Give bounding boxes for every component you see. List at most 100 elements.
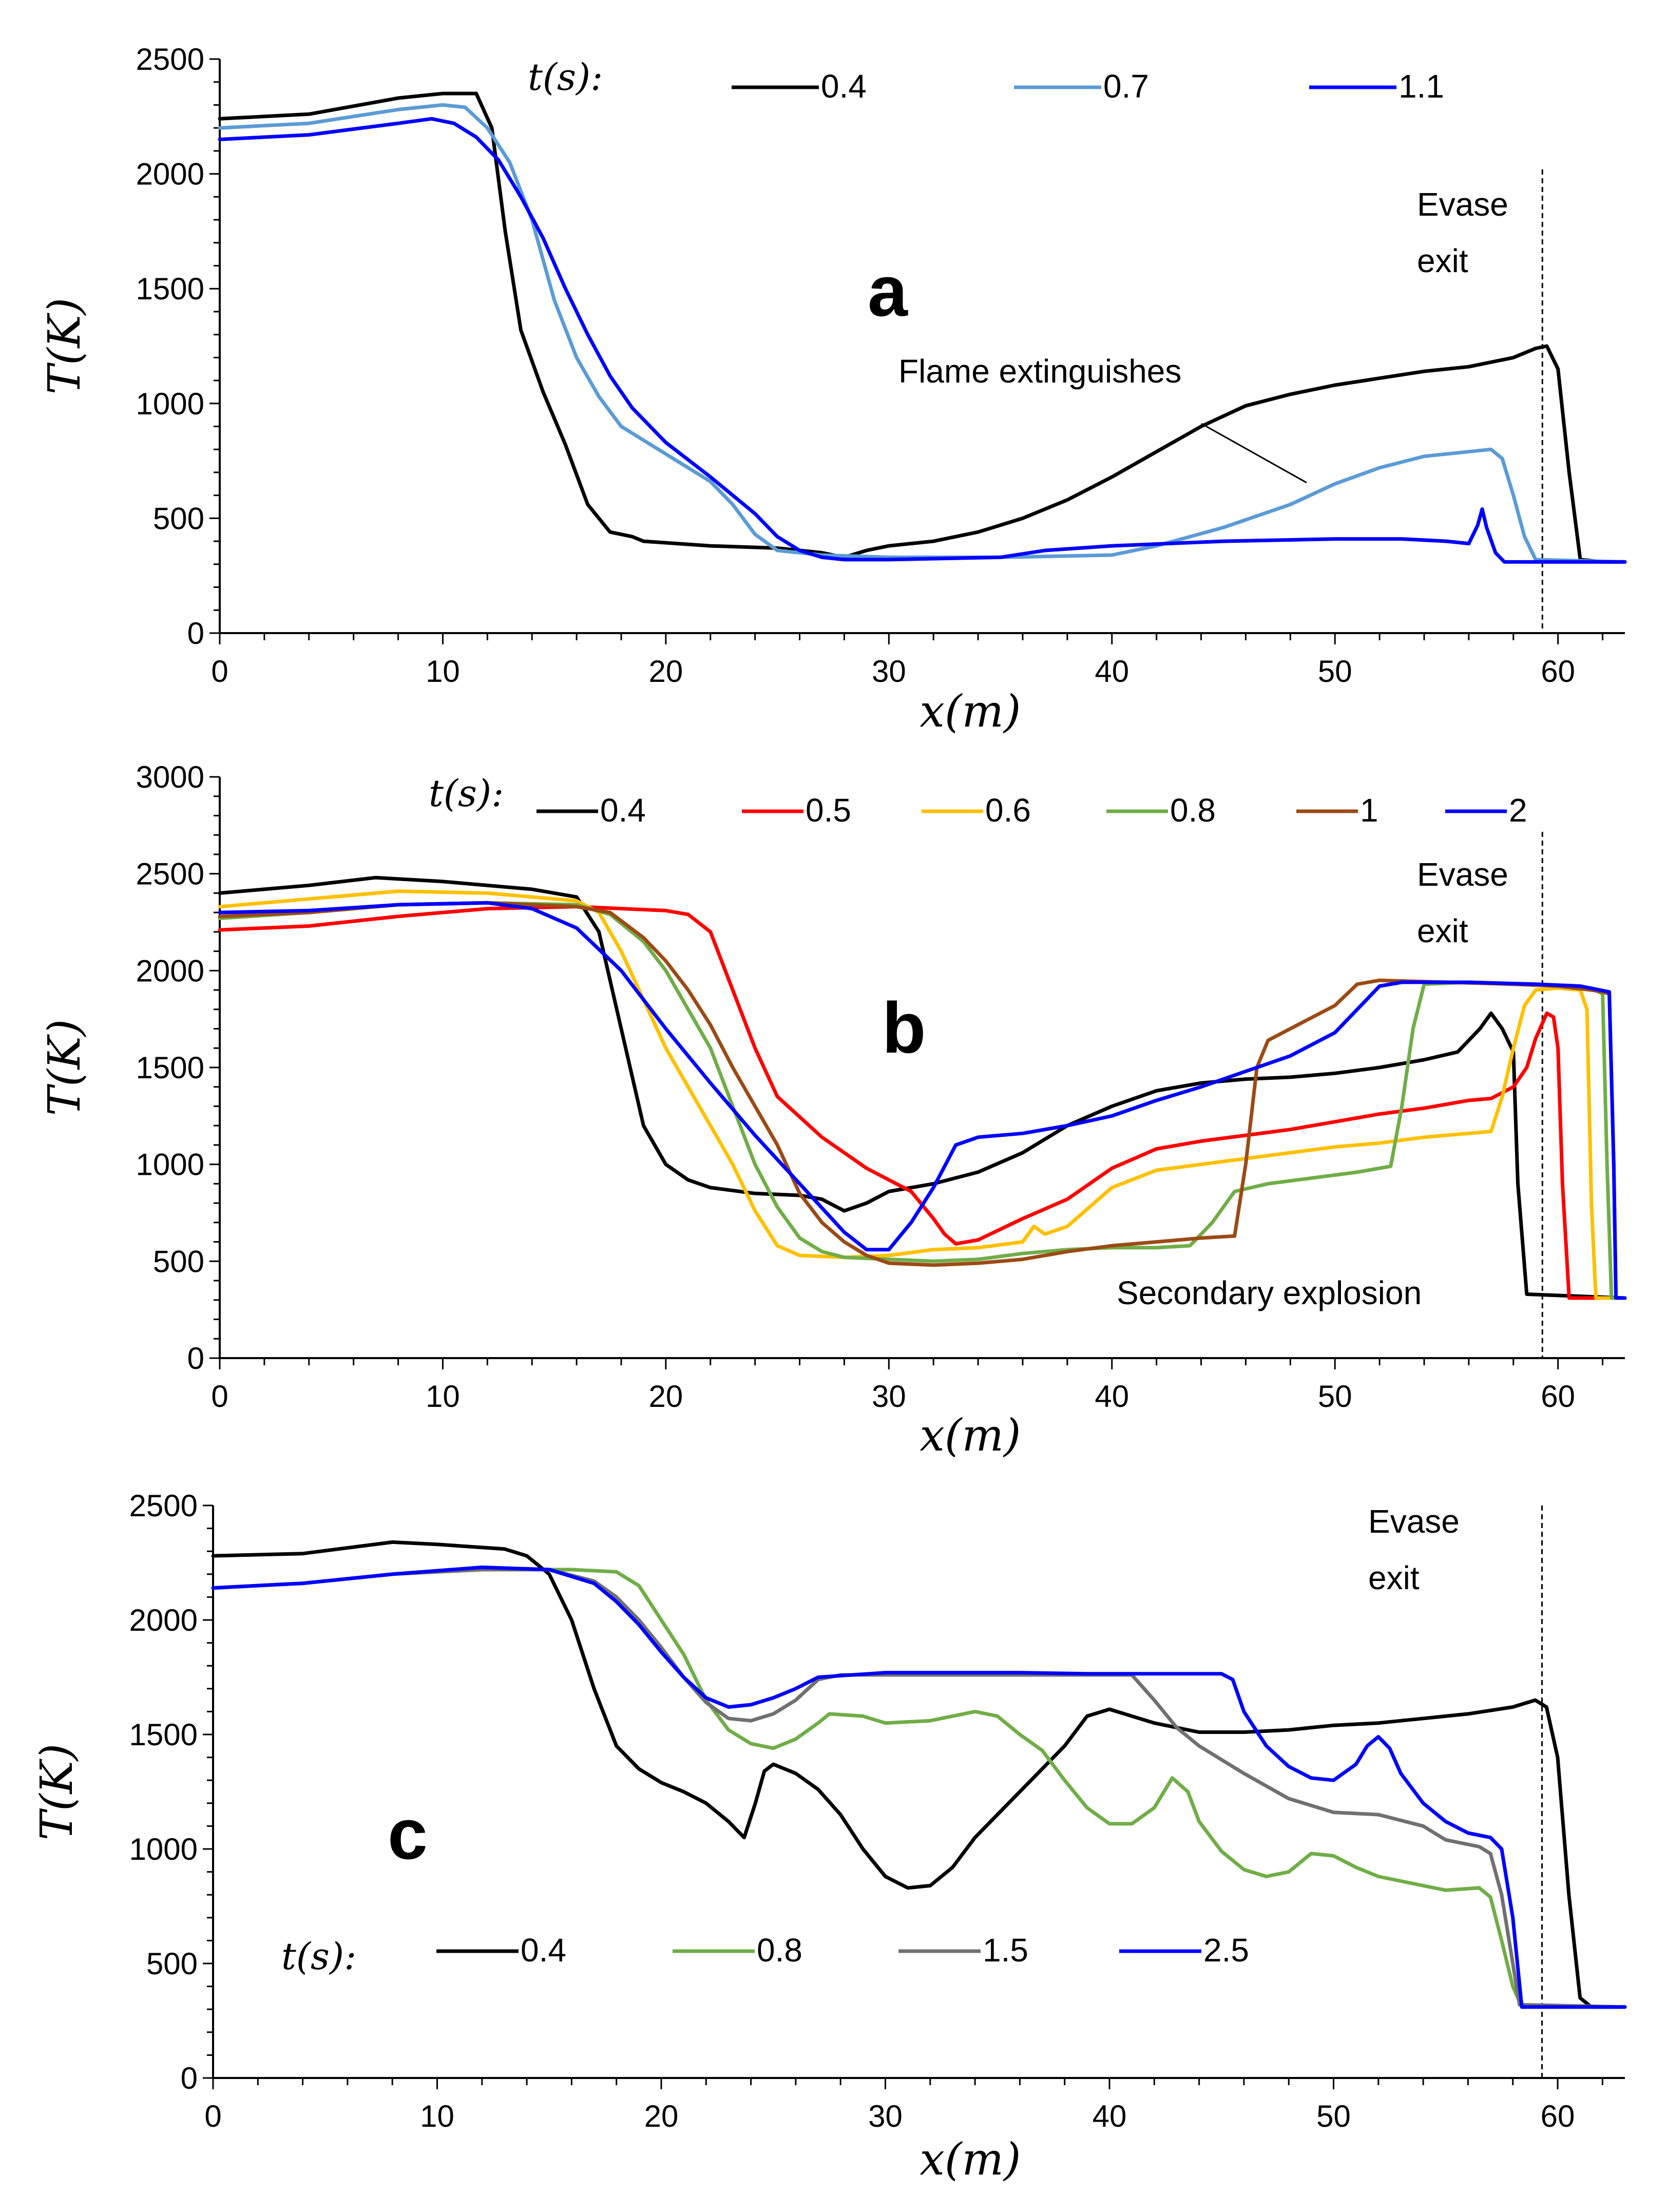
panel-a-evase-text-2: exit <box>1417 242 1468 279</box>
panel-a-letter: a <box>868 251 908 331</box>
y-tick-label: 1500 <box>136 1051 204 1085</box>
legend-label-0_4: 0.4 <box>600 792 646 829</box>
legend-label-0_4: 0.4 <box>521 1932 566 1969</box>
panel-a-tick-labels: 0 500 1000 1500 2000 2500 0 10 20 30 40 50 60 <box>136 42 1576 689</box>
panel-b-evase-text-2: exit <box>1417 912 1468 949</box>
y-tick-label: 1000 <box>136 387 204 421</box>
panel-c-evase-text-2: exit <box>1368 1559 1420 1596</box>
panel-a-series <box>218 91 1627 564</box>
series-line-0_7 <box>218 103 1627 564</box>
panel-b-x-title: x(m) <box>919 1410 1021 1461</box>
legend-label-0_8: 0.8 <box>757 1932 802 1969</box>
x-tick-label: 60 <box>1541 1379 1575 1414</box>
y-tick-label: 1500 <box>136 272 204 306</box>
panel-c-legend: 0.4 0.8 1.5 2.5 <box>436 1932 1249 1969</box>
panel-c-letter: c <box>388 1794 428 1874</box>
y-tick-label: 0 <box>187 616 204 651</box>
legend-label-0_6: 0.6 <box>985 792 1031 829</box>
panel-c: 0 500 1000 1500 2000 2500 0 10 20 30 40 50 60 x(m) T… <box>31 1489 1627 2185</box>
y-tick-label: 1000 <box>129 1832 198 1866</box>
x-tick-label: 30 <box>868 2099 903 2133</box>
panel-a-x-title: x(m) <box>919 686 1021 737</box>
panel-b: 0 500 1000 1500 2000 2500 3000 0 10 20 30 40 50 60 x(… <box>39 760 1627 1461</box>
panel-c-legend-title: t(s): <box>281 1935 356 1978</box>
x-tick-label: 10 <box>426 1379 460 1414</box>
panel-a-legend-title: t(s): <box>528 55 603 99</box>
panel-c-x-title: x(m) <box>919 2134 1021 2185</box>
x-tick-label: 10 <box>426 654 460 689</box>
panel-c-y-title: T(K) <box>31 1744 83 1841</box>
y-tick-label: 2500 <box>129 1489 198 1523</box>
panel-c-evase-text-1: Evase <box>1368 1503 1460 1540</box>
x-tick-label: 50 <box>1316 2099 1351 2133</box>
x-tick-label: 10 <box>420 2099 454 2133</box>
series-line-0_4 <box>218 875 1627 1300</box>
legend-label-1_1: 1.1 <box>1398 68 1444 105</box>
y-tick-label: 1000 <box>136 1148 204 1182</box>
y-tick-label: 2000 <box>136 954 204 988</box>
legend-label-0_5: 0.5 <box>806 792 851 829</box>
panel-b-legend: 0.4 0.5 0.6 0.8 1 2 <box>536 792 1527 829</box>
x-tick-label: 30 <box>872 654 906 689</box>
x-tick-label: 40 <box>1093 2099 1127 2133</box>
panel-b-tick-labels: 0 500 1000 1500 2000 2500 3000 0 10 20 30 40 50 60 <box>136 760 1576 1414</box>
series-line-0_5 <box>218 905 1627 1300</box>
x-tick-label: 0 <box>211 654 228 689</box>
series-line-2 <box>218 901 1627 1300</box>
series-line-2_5 <box>211 1565 1627 2009</box>
y-tick-label: 2500 <box>136 42 204 77</box>
y-tick-label: 2000 <box>129 1603 198 1637</box>
x-tick-label: 40 <box>1095 654 1129 689</box>
panel-a-legend: 0.4 0.7 1.1 <box>732 68 1444 105</box>
series-line-0_8 <box>211 1568 1627 2009</box>
panel-a-flame-label: Flame extinguishes <box>898 353 1181 390</box>
panel-c-series <box>211 1540 1627 2009</box>
legend-label-0_8: 0.8 <box>1170 792 1216 829</box>
legend-label-2: 2 <box>1509 792 1527 829</box>
x-tick-label: 60 <box>1541 2099 1575 2133</box>
x-tick-label: 30 <box>872 1379 906 1414</box>
x-tick-label: 20 <box>644 2099 679 2133</box>
panel-b-series <box>218 875 1627 1300</box>
y-tick-label: 1500 <box>129 1718 198 1752</box>
y-tick-label: 500 <box>153 501 204 536</box>
series-line-0_4 <box>218 91 1627 564</box>
legend-label-0_7: 0.7 <box>1103 68 1149 105</box>
panel-b-letter: b <box>882 987 926 1068</box>
panel-b-evase-text-1: Evase <box>1417 856 1508 893</box>
x-tick-label: 20 <box>649 1379 683 1414</box>
legend-label-0_4: 0.4 <box>821 68 867 105</box>
panel-a-evase-text-1: Evase <box>1417 186 1508 223</box>
series-line-0_4 <box>211 1540 1627 2009</box>
panel-b-secondary-label: Secondary explosion <box>1117 1274 1422 1311</box>
x-tick-label: 0 <box>211 1379 228 1414</box>
legend-label-1: 1 <box>1360 792 1378 829</box>
panel-b-legend-title: t(s): <box>429 772 504 815</box>
panel-a: 0 500 1000 1500 2000 2500 0 10 20 30 40 50 60 x(m) T… <box>39 42 1627 737</box>
x-tick-label: 20 <box>649 654 683 689</box>
series-line-0_6 <box>218 889 1627 1300</box>
y-tick-label: 500 <box>153 1244 204 1279</box>
series-line-1_5 <box>211 1568 1627 2009</box>
series-line-1_1 <box>218 117 1627 564</box>
y-tick-label: 3000 <box>136 760 204 794</box>
y-tick-label: 500 <box>146 1947 198 1981</box>
x-tick-label: 50 <box>1318 654 1352 689</box>
legend-label-2_5: 2.5 <box>1203 1932 1249 1969</box>
y-tick-label: 2500 <box>136 857 204 891</box>
x-tick-label: 40 <box>1095 1379 1129 1414</box>
panel-c-tick-labels: 0 500 1000 1500 2000 2500 0 10 20 30 40 50 60 <box>129 1489 1575 2133</box>
y-tick-label: 0 <box>187 1341 204 1376</box>
legend-label-1_5: 1.5 <box>983 1932 1028 1969</box>
y-tick-label: 0 <box>181 2061 198 2095</box>
series-line-1 <box>218 901 1627 1300</box>
x-tick-label: 50 <box>1318 1379 1352 1414</box>
y-tick-label: 2000 <box>136 157 204 192</box>
series-line-0_8 <box>218 901 1627 1300</box>
panel-a-y-title: T(K) <box>39 298 90 395</box>
x-tick-label: 60 <box>1541 654 1575 689</box>
panel-a-flame-leader <box>1201 423 1307 484</box>
panel-b-y-title: T(K) <box>39 1019 90 1116</box>
x-tick-label: 0 <box>204 2099 221 2133</box>
